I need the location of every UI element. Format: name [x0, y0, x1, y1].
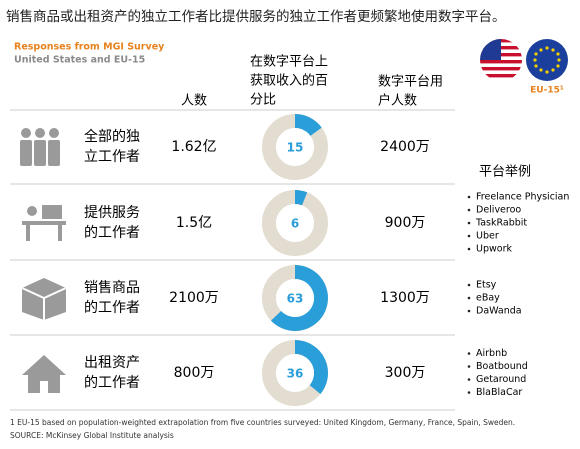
row-label: 的工作者 [84, 300, 140, 316]
icon [35, 128, 45, 138]
users: 300万 [385, 365, 426, 381]
icon [34, 140, 46, 166]
example: Boatbound [476, 361, 528, 372]
donut-arc [295, 190, 308, 206]
us-flag [480, 39, 522, 81]
example: eBay [476, 293, 500, 304]
people: 1.62亿 [171, 139, 216, 155]
donut-hole [276, 204, 314, 242]
row-label: 出租资产 [84, 355, 140, 371]
donut-arc [295, 114, 322, 136]
donut-hole [276, 354, 314, 392]
example: TaskRabbit [475, 218, 527, 229]
icon [26, 225, 30, 241]
example: Deliveroo [476, 205, 521, 216]
bullet [467, 296, 471, 300]
icon [42, 205, 62, 219]
bullet [467, 221, 471, 225]
row-label: 的工作者 [84, 225, 140, 241]
header-users: 户人数 [378, 93, 417, 109]
title: 销售商品或出租资产的独立工作者比提供服务的独立工作者更频繁地使用数字平台。 [6, 8, 506, 25]
header-share: 获取收入的百 [250, 73, 328, 89]
icon [21, 287, 67, 320]
icon [40, 381, 48, 393]
icon [22, 355, 66, 393]
bullet [467, 283, 471, 287]
example: BlaBlaCar [476, 387, 522, 398]
donut-value: 63 [287, 292, 304, 306]
icon [48, 140, 60, 166]
example: Uber [476, 231, 499, 242]
row-label: 的工作者 [84, 375, 140, 391]
row-label: 销售商品 [84, 280, 140, 296]
source: SOURCE: McKinsey Global Institute analys… [10, 431, 174, 440]
icon [49, 128, 59, 138]
example: DaWanda [476, 306, 522, 317]
example: Upwork [476, 244, 512, 255]
bullet [467, 247, 471, 251]
row-label: 提供服务 [84, 205, 140, 221]
icon [20, 140, 32, 166]
donut-value: 36 [287, 367, 304, 381]
bullet [467, 352, 471, 355]
example: Freelance Physician [476, 192, 569, 203]
bullet [467, 208, 471, 212]
donut-value: 6 [291, 217, 299, 231]
people: 800万 [174, 365, 215, 381]
donut-arc [270, 265, 328, 331]
subtitle: Responses from MGI Survey [14, 42, 165, 53]
people: 1.5亿 [176, 215, 212, 231]
example: Etsy [476, 280, 497, 291]
bullet [467, 234, 471, 238]
header-people: 人数 [181, 94, 207, 109]
icon [22, 221, 66, 225]
example: Getaround [476, 374, 526, 385]
row-label: 立工作者 [84, 149, 140, 165]
icon [58, 225, 62, 241]
users: 2400万 [380, 139, 430, 155]
eu-label: EU-15¹ [530, 86, 564, 96]
icon [27, 206, 37, 216]
donut-arc [295, 340, 329, 395]
donut-hole [276, 128, 314, 166]
example: Airbnb [476, 348, 507, 359]
bullet [467, 378, 471, 381]
bullet [467, 195, 471, 199]
users: 1300万 [380, 290, 430, 306]
icon [21, 128, 31, 138]
header-examples: 平台举例 [479, 165, 531, 180]
donut-value: 15 [287, 141, 304, 155]
donut-hole [276, 279, 314, 317]
users: 900万 [385, 215, 426, 231]
eu-flag [526, 39, 568, 81]
bullet [467, 309, 471, 313]
footnote: 1 EU-15 based on population-weighted ext… [10, 418, 515, 427]
header-share: 分比 [250, 93, 276, 108]
row-label: 全部的独 [84, 128, 140, 145]
header-users: 数字平台用 [378, 75, 443, 90]
bullet [467, 365, 471, 368]
header-share: 在数字平台上 [250, 55, 328, 70]
bullet [467, 391, 471, 394]
people: 2100万 [169, 290, 219, 306]
region: United States and EU-15 [14, 55, 145, 66]
